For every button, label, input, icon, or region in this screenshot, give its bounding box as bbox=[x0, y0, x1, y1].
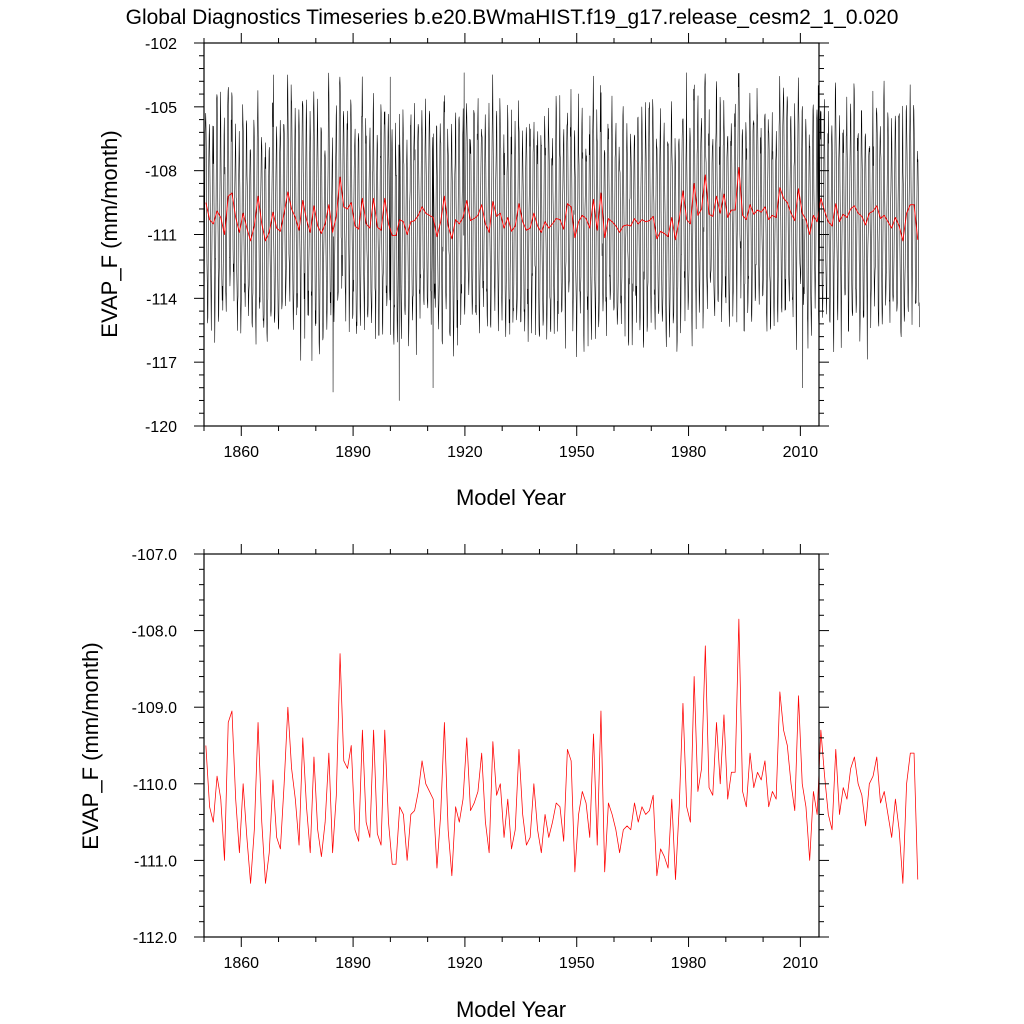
x-tick-label: 1890 bbox=[335, 955, 371, 972]
series-line-monthly bbox=[203, 72, 920, 401]
bottom-series-layer bbox=[205, 618, 919, 884]
bottom-y-axis-label: EVAP_F (mm/month) bbox=[78, 642, 103, 849]
y-tick-label: -109.0 bbox=[132, 700, 177, 717]
y-tick-label: -114 bbox=[146, 291, 177, 308]
x-tick-label: 1860 bbox=[223, 955, 259, 972]
x-tick-label: 1920 bbox=[447, 444, 483, 461]
bottom-x-axis-label: Model Year bbox=[456, 997, 566, 1022]
y-tick-label: -117 bbox=[146, 355, 177, 372]
x-tick-label: 1950 bbox=[559, 444, 595, 461]
x-tick-label: 1890 bbox=[335, 444, 371, 461]
y-tick-label: -105 bbox=[145, 100, 177, 117]
x-tick-label: 2010 bbox=[783, 444, 819, 461]
top-x-axis-label: Model Year bbox=[456, 485, 566, 510]
x-tick-label: 2010 bbox=[783, 955, 819, 972]
top-series-layer bbox=[203, 72, 920, 401]
top-panel: 1860 1890 1920 1950 1980 2010 -120 -117 -114 -111… bbox=[97, 33, 920, 510]
bottom-plot-frame bbox=[203, 553, 820, 938]
series-line-annual bbox=[205, 167, 919, 242]
bottom-ticks-layer: 1860 1890 1920 1950 1980 2010 -112.0 -111.0 -110… bbox=[132, 544, 829, 972]
x-tick-label: 1920 bbox=[447, 955, 483, 972]
top-ticks-layer: 1860 1890 1920 1950 1980 2010 -120 -117 -114 -111… bbox=[145, 33, 829, 461]
x-tick-label: 1860 bbox=[223, 444, 259, 461]
x-tick-label: 1980 bbox=[671, 955, 707, 972]
y-tick-label: -108 bbox=[145, 164, 177, 181]
y-tick-label: -102 bbox=[145, 36, 177, 53]
figure-title: Global Diagnostics Timeseries b.e20.BWma… bbox=[126, 6, 899, 29]
y-tick-label: -108.0 bbox=[132, 624, 177, 641]
y-tick-label: -107.0 bbox=[132, 547, 177, 564]
x-tick-label: 1950 bbox=[559, 955, 595, 972]
y-tick-label: -111 bbox=[147, 228, 177, 245]
y-tick-label: -111.0 bbox=[134, 853, 177, 870]
series-line-annual bbox=[205, 618, 919, 884]
y-tick-label: -110.0 bbox=[133, 777, 177, 794]
top-y-axis-label: EVAP_F (mm/month) bbox=[97, 130, 122, 337]
y-tick-label: -112.0 bbox=[133, 930, 177, 947]
x-tick-label: 1980 bbox=[671, 444, 707, 461]
y-tick-label: -120 bbox=[145, 419, 177, 436]
bottom-panel: 1860 1890 1920 1950 1980 2010 -112.0 -111.0 -110… bbox=[78, 544, 919, 1022]
